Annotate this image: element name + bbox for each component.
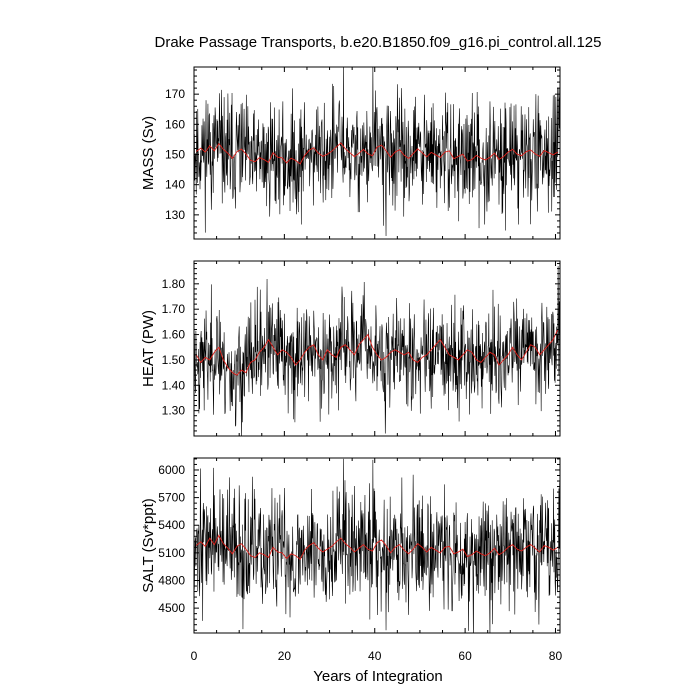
y-tick-label: 1.60 xyxy=(162,328,186,342)
x-tick-label: 40 xyxy=(368,649,382,663)
y-tick-label: 5100 xyxy=(158,546,185,560)
x-tick-label: 0 xyxy=(191,649,198,663)
y-tick-label: 130 xyxy=(165,208,185,222)
y-tick-label: 4500 xyxy=(158,601,185,615)
y-tick-label: 140 xyxy=(165,178,185,192)
y-axis-label: MASS (Sv) xyxy=(140,116,157,190)
y-tick-label: 5700 xyxy=(158,491,185,505)
smoothed-series-line xyxy=(195,534,558,561)
y-tick-label: 1.30 xyxy=(162,404,186,418)
heat-panel: 1.30 1.40 1.50 1.60 1.70 1.80 HEAT (PW) xyxy=(140,260,561,437)
y-tick-label: 1.40 xyxy=(162,378,186,392)
y-tick-label: 160 xyxy=(165,117,185,131)
y-tick-label: 6000 xyxy=(158,463,185,477)
y-axis-label: SALT (Sv*ppt) xyxy=(140,498,157,592)
x-tick-label: 80 xyxy=(549,649,563,663)
mass-panel: 130 140 150 160 170 MASS (Sv) xyxy=(140,66,561,240)
x-tick-label: 60 xyxy=(458,649,472,663)
y-tick-label: 170 xyxy=(165,87,185,101)
y-tick-label: 1.50 xyxy=(162,353,186,367)
plot-frame xyxy=(193,260,561,437)
y-axis-label: HEAT (PW) xyxy=(140,310,157,387)
smoothed-series-line xyxy=(195,142,558,165)
y-tick-label: 1.70 xyxy=(162,302,186,316)
plot-frame xyxy=(193,66,561,240)
x-axis-label: Years of Integration xyxy=(313,668,443,685)
smoothed-series-line xyxy=(195,329,559,376)
plot-frame xyxy=(193,457,561,634)
raw-series-line xyxy=(194,266,560,436)
y-tick-label: 150 xyxy=(165,148,185,162)
y-tick-label: 1.80 xyxy=(162,277,186,291)
salt-panel: 4500 4800 5100 5400 5700 6000 SALT (Sv*ppt) 0 20… xyxy=(140,457,563,663)
y-tick-label: 5400 xyxy=(158,518,185,532)
y-tick-label: 4800 xyxy=(158,574,185,588)
x-tick-label: 20 xyxy=(278,649,292,663)
raw-series-line xyxy=(194,458,560,633)
chart-title: Drake Passage Transports, b.e20.B1850.f0… xyxy=(155,34,602,51)
